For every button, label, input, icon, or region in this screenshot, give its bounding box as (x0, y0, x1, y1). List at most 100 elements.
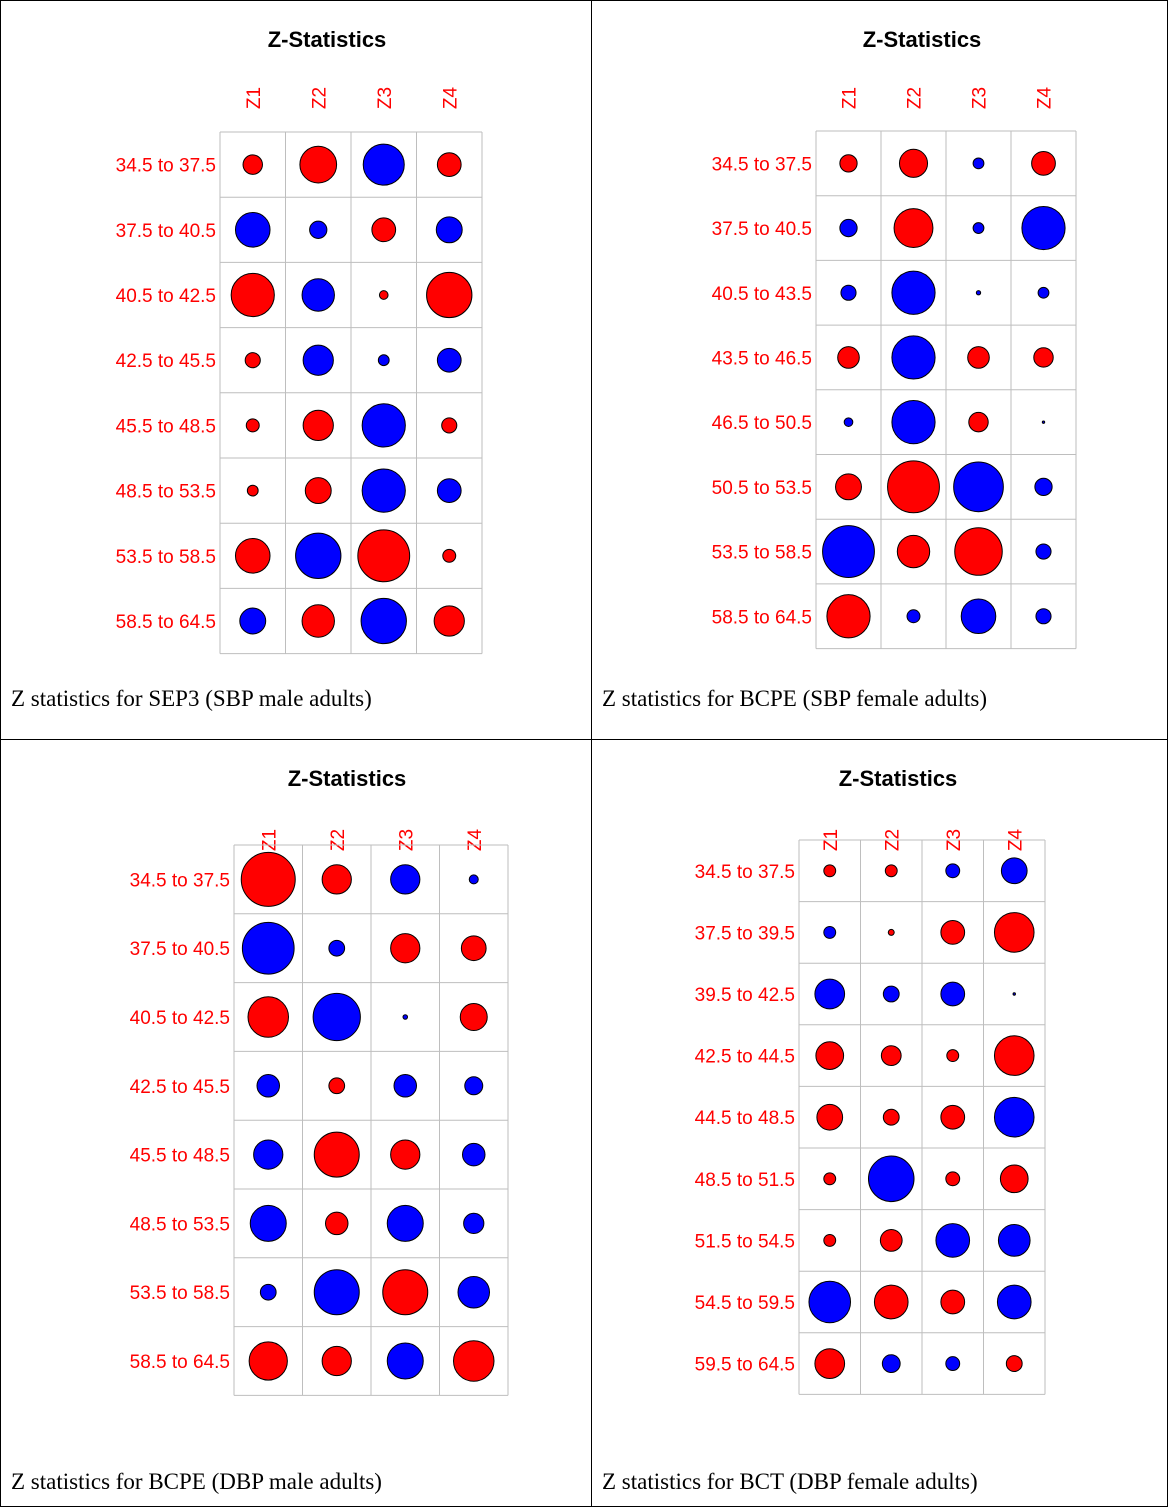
z-stat-circle (940, 920, 966, 945)
column-label-z2: Z2 (328, 829, 349, 851)
z-stat-circle (309, 220, 328, 239)
z-stat-circle (253, 1139, 284, 1170)
z-stat-circle (386, 1342, 424, 1380)
z-stat-circle (1037, 286, 1050, 299)
z-stat-circle (390, 864, 421, 895)
z-stat-circle (1034, 477, 1053, 496)
grid-lines (233, 844, 509, 1396)
z-stat-circle (808, 1280, 852, 1324)
z-stat-circle (882, 985, 900, 1003)
z-stat-circle (972, 222, 985, 234)
z-stat-circle (993, 1035, 1035, 1076)
z-stat-circle (357, 529, 411, 583)
z-stat-circle (248, 1341, 288, 1381)
z-stat-circle (371, 217, 397, 243)
row-label: 37.5 to 40.5 (130, 939, 230, 960)
row-label: 42.5 to 45.5 (116, 351, 216, 372)
column-label-z4: Z4 (465, 828, 486, 851)
column-label-z4: Z4 (440, 86, 461, 109)
z-stat-circle (815, 1041, 845, 1070)
z-stat-circle (313, 1131, 360, 1178)
z-stat-circle (436, 478, 462, 503)
z-stat-circle (328, 1077, 346, 1095)
z-stat-circle (823, 864, 837, 878)
z-stat-circle (945, 863, 961, 879)
z-stat-circle (312, 992, 361, 1042)
z-stat-circle (837, 346, 860, 369)
row-label: 58.5 to 64.5 (712, 607, 812, 628)
z-stat-circle (441, 417, 458, 434)
z-stat-circle (362, 143, 405, 186)
row-label: 44.5 to 48.5 (695, 1108, 795, 1129)
z-stat-circle (1000, 857, 1028, 885)
z-stat-circle (960, 598, 997, 635)
row-label: 53.5 to 58.5 (130, 1283, 230, 1304)
row-label: 58.5 to 64.5 (116, 612, 216, 633)
z-stat-circle (882, 1108, 900, 1126)
z-stat-circle (390, 933, 421, 964)
z-stat-circle (245, 418, 260, 433)
z-stat-circle (382, 1269, 429, 1316)
z-stat-circle (954, 527, 1003, 576)
column-label-z1: Z1 (840, 87, 861, 109)
chart-title: Z-Statistics (863, 27, 982, 52)
chart-title: Z-Statistics (288, 766, 407, 791)
z-stat-circle (1021, 205, 1066, 251)
z-stat-circle (839, 154, 858, 173)
z-stat-circle (426, 271, 473, 319)
row-label: 48.5 to 53.5 (130, 1214, 230, 1235)
z-stat-circle (822, 525, 875, 578)
z-stat-circle (361, 403, 406, 448)
z-stat-circle (835, 473, 862, 501)
z-stat-circle (843, 417, 854, 427)
z-stat-circle (880, 1045, 902, 1067)
row-label: 34.5 to 37.5 (695, 862, 795, 883)
z-stat-circle (295, 532, 342, 579)
z-stat-circle (457, 1275, 490, 1309)
z-stat-circle (302, 344, 334, 376)
z-stat-circle (953, 461, 1004, 513)
row-label: 53.5 to 58.5 (712, 543, 812, 564)
z-stat-circle (867, 1155, 915, 1203)
z-stat-circle (459, 1003, 488, 1031)
z-stat-circle (325, 1211, 349, 1236)
z-stat-circle (242, 154, 263, 175)
z-stat-circle (814, 978, 846, 1010)
row-label: 48.5 to 53.5 (116, 482, 216, 503)
z-stat-circle (462, 1142, 486, 1167)
grid-lines (815, 130, 1077, 650)
z-stat-circle (945, 1171, 961, 1187)
z-stat-circle (1033, 347, 1054, 368)
z-stat-circle (887, 928, 895, 936)
z-stat-circle (386, 1204, 424, 1242)
z-stat-circle (1005, 1355, 1023, 1373)
row-label: 42.5 to 44.5 (695, 1047, 795, 1068)
z-stat-circle (301, 604, 335, 638)
z-stat-circle (1035, 608, 1052, 625)
column-label-z3: Z3 (396, 829, 417, 851)
z-stat-circle (321, 864, 352, 895)
z-stat-circle (321, 1345, 352, 1377)
row-label: 39.5 to 42.5 (695, 985, 795, 1006)
z-stat-circle (240, 851, 296, 907)
row-label: 58.5 to 64.5 (130, 1352, 230, 1373)
z-stat-circle (436, 347, 462, 373)
z-stat-circle (873, 1284, 909, 1320)
column-label-z3: Z3 (375, 87, 396, 109)
z-stat-circle (299, 145, 338, 184)
z-stat-circle (940, 1289, 966, 1315)
panel-1: Z-Statistics Z1 Z2 Z3 Z4 34.5 to 37.5 37.5 to … (0, 0, 592, 740)
z-stat-circle (823, 1172, 837, 1186)
z-stat-circle (996, 1284, 1032, 1320)
z-stat-circle (313, 1269, 360, 1316)
z-stat-circle (816, 1103, 844, 1131)
z-stat-circle (814, 1348, 846, 1379)
chart-sep3-sbp-male: Z-Statistics Z1 Z2 Z3 Z4 34.5 to 37.5 37.5 to … (89, 10, 511, 658)
z-stat-circle (946, 1049, 960, 1063)
z-stat-circle (999, 1164, 1029, 1194)
z-stat-circle (823, 1233, 837, 1247)
z-stat-circle (898, 148, 929, 178)
z-stat-circle (887, 460, 940, 514)
z-stat-circle (975, 290, 982, 296)
